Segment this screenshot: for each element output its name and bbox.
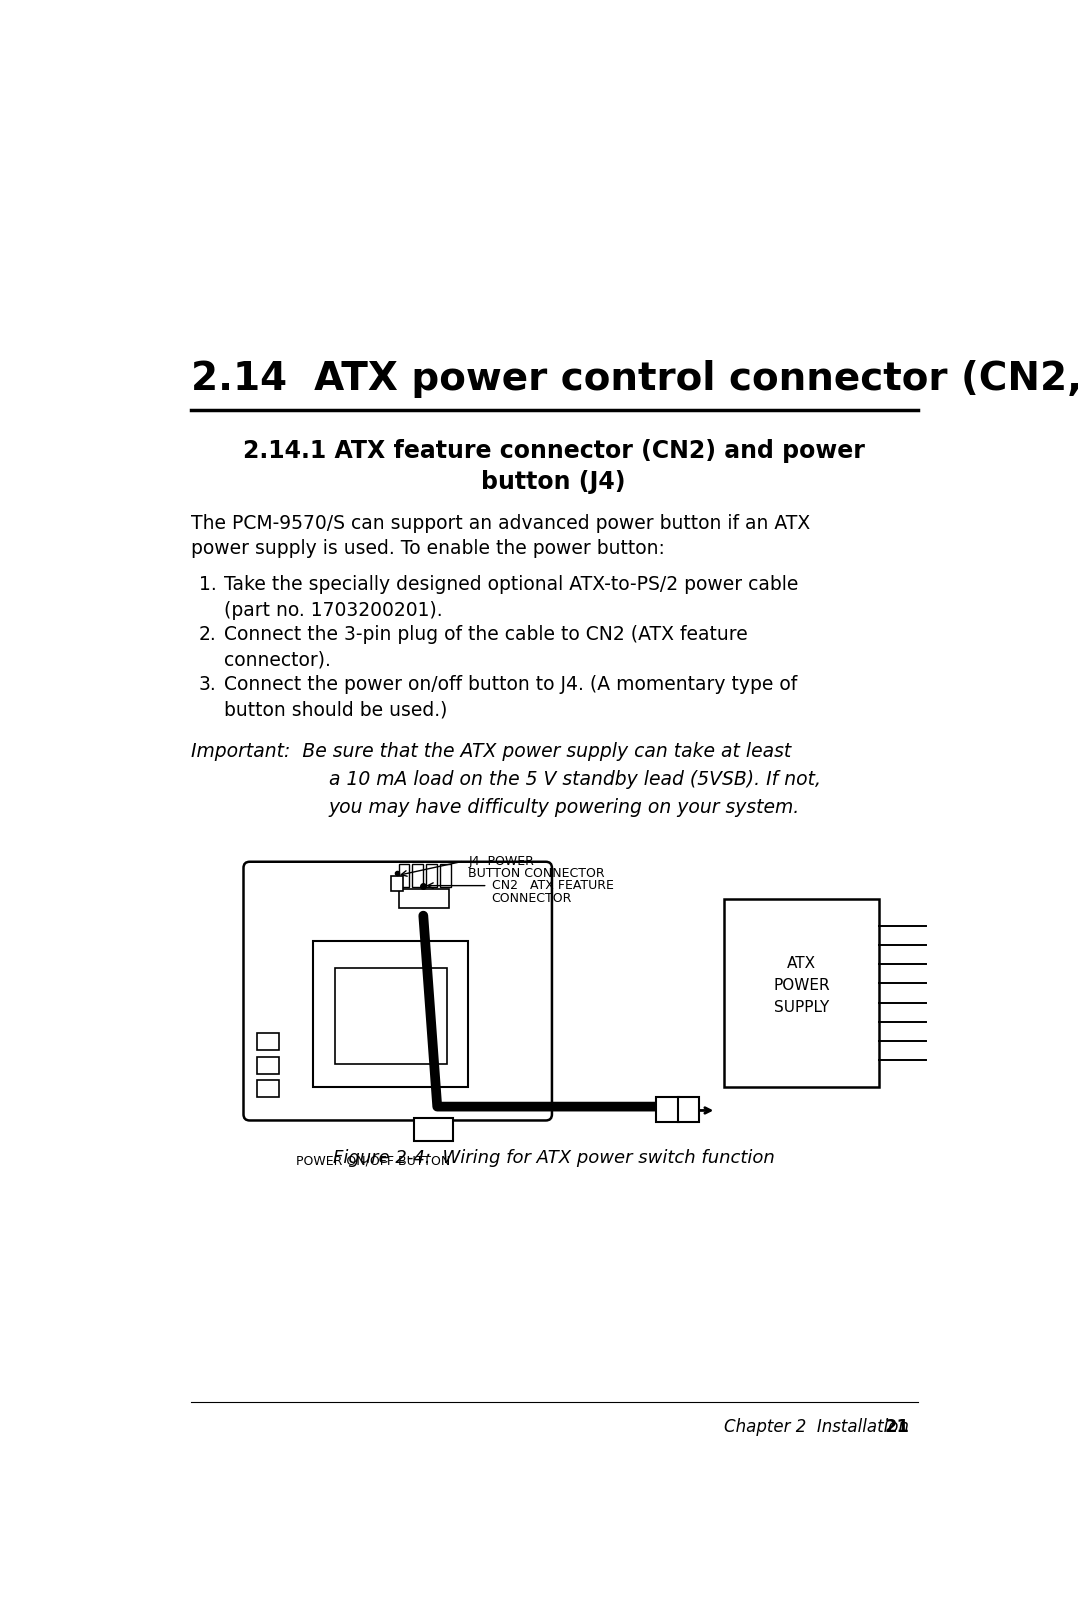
Text: Chapter 2  Installation: Chapter 2 Installation <box>724 1419 909 1437</box>
Bar <box>441 864 451 887</box>
Bar <box>427 864 437 887</box>
Text: power supply is used. To enable the power button:: power supply is used. To enable the powe… <box>191 539 664 558</box>
Text: 2.: 2. <box>199 626 216 644</box>
Text: Figure 2-4:  Wiring for ATX power switch function: Figure 2-4: Wiring for ATX power switch … <box>333 1149 774 1167</box>
Bar <box>313 942 469 1087</box>
Text: button (J4): button (J4) <box>482 469 625 493</box>
Text: button should be used.): button should be used.) <box>225 701 447 720</box>
Text: a 10 mA load on the 5 V standby lead (5VSB). If not,: a 10 mA load on the 5 V standby lead (5V… <box>328 770 821 790</box>
Text: Connect the 3-pin plug of the cable to CN2 (ATX feature: Connect the 3-pin plug of the cable to C… <box>225 626 747 644</box>
Text: The PCM-9570/S can support an advanced power button if an ATX: The PCM-9570/S can support an advanced p… <box>191 513 810 532</box>
Text: J4  POWER: J4 POWER <box>469 854 535 867</box>
Bar <box>724 898 879 1087</box>
Text: you may have difficulty powering on your system.: you may have difficulty powering on your… <box>328 798 800 817</box>
Text: BUTTON CONNECTOR: BUTTON CONNECTOR <box>469 867 605 880</box>
Text: ATX
POWER
SUPPLY: ATX POWER SUPPLY <box>773 956 829 1014</box>
Text: 21: 21 <box>885 1419 910 1437</box>
Text: CONNECTOR: CONNECTOR <box>491 892 572 904</box>
Bar <box>413 864 423 887</box>
Text: 2.14.1 ATX feature connector (CN2) and power: 2.14.1 ATX feature connector (CN2) and p… <box>243 438 864 463</box>
Bar <box>257 1079 279 1097</box>
Text: 1.: 1. <box>199 576 216 594</box>
Bar <box>335 968 446 1065</box>
Text: connector).: connector). <box>225 650 330 670</box>
Bar <box>414 1118 453 1141</box>
Bar <box>656 1097 679 1121</box>
Text: Connect the power on/off button to J4. (A momentary type of: Connect the power on/off button to J4. (… <box>225 675 797 694</box>
Text: 3.: 3. <box>199 675 216 694</box>
Text: Important:  Be sure that the ATX power supply can take at least: Important: Be sure that the ATX power su… <box>191 743 791 762</box>
Bar <box>257 1034 279 1050</box>
Bar <box>257 1057 279 1073</box>
Text: Take the specially designed optional ATX-to-PS/2 power cable: Take the specially designed optional ATX… <box>225 576 798 594</box>
Text: POWER ON/OFF BUTTON: POWER ON/OFF BUTTON <box>296 1154 450 1167</box>
Bar <box>677 1097 699 1121</box>
Bar <box>399 890 449 908</box>
Bar <box>391 875 403 892</box>
Bar <box>399 864 409 887</box>
Text: 2.14  ATX power control connector (CN2, J4): 2.14 ATX power control connector (CN2, J… <box>191 359 1080 398</box>
Text: (part no. 1703200201).: (part no. 1703200201). <box>225 600 443 620</box>
FancyBboxPatch shape <box>243 862 552 1121</box>
Text: CN2   ATX FEATURE: CN2 ATX FEATURE <box>491 880 613 893</box>
